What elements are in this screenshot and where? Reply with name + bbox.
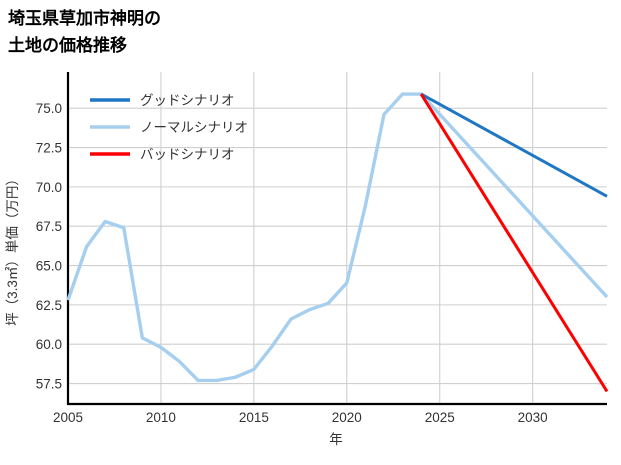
x-tick-label: 2020 — [332, 410, 362, 425]
chart-title: 埼玉県草加市神明の 土地の価格推移 — [8, 8, 161, 55]
plot-axes — [66, 72, 607, 406]
series-layer — [66, 92, 609, 393]
y-axis-tick-labels: 57.5 60.0 62.5 65.0 67.5 70.0 72.5 75.0 — [36, 101, 62, 391]
x-tick-label: 2015 — [239, 410, 269, 425]
legend-label-bad: バッドシナリオ — [140, 147, 235, 162]
series-line-good — [420, 92, 608, 198]
x-axis-tick-labels: 2005 2010 2015 2020 2025 2030 — [53, 410, 548, 425]
y-tick-label: 57.5 — [36, 377, 62, 392]
y-tick-label: 62.5 — [36, 298, 62, 313]
x-axis-title: 年 — [329, 432, 343, 447]
y-tick-label: 65.0 — [36, 259, 62, 274]
x-tick-label: 2025 — [425, 410, 455, 425]
legend-label-normal: ノーマルシナリオ — [140, 120, 248, 135]
y-axis-title: 坪（3.3㎡）単価（万円） — [5, 172, 20, 326]
y-tick-label: 70.0 — [36, 180, 62, 195]
chart-title-line-1: 埼玉県草加市神明の — [8, 8, 161, 28]
y-tick-label: 60.0 — [36, 337, 62, 352]
y-tick-label: 67.5 — [36, 219, 62, 234]
series-line-normal — [66, 92, 609, 383]
y-tick-label: 72.5 — [36, 141, 62, 156]
series-line-bad — [419, 93, 609, 393]
legend-label-good: グッドシナリオ — [140, 93, 235, 108]
y-tick-label: 75.0 — [36, 101, 62, 116]
x-tick-label: 2010 — [146, 410, 176, 425]
chart-title-line-2: 土地の価格推移 — [8, 35, 127, 55]
axis-spine — [66, 72, 607, 406]
x-tick-label: 2030 — [518, 410, 548, 425]
x-tick-label: 2005 — [53, 410, 83, 425]
